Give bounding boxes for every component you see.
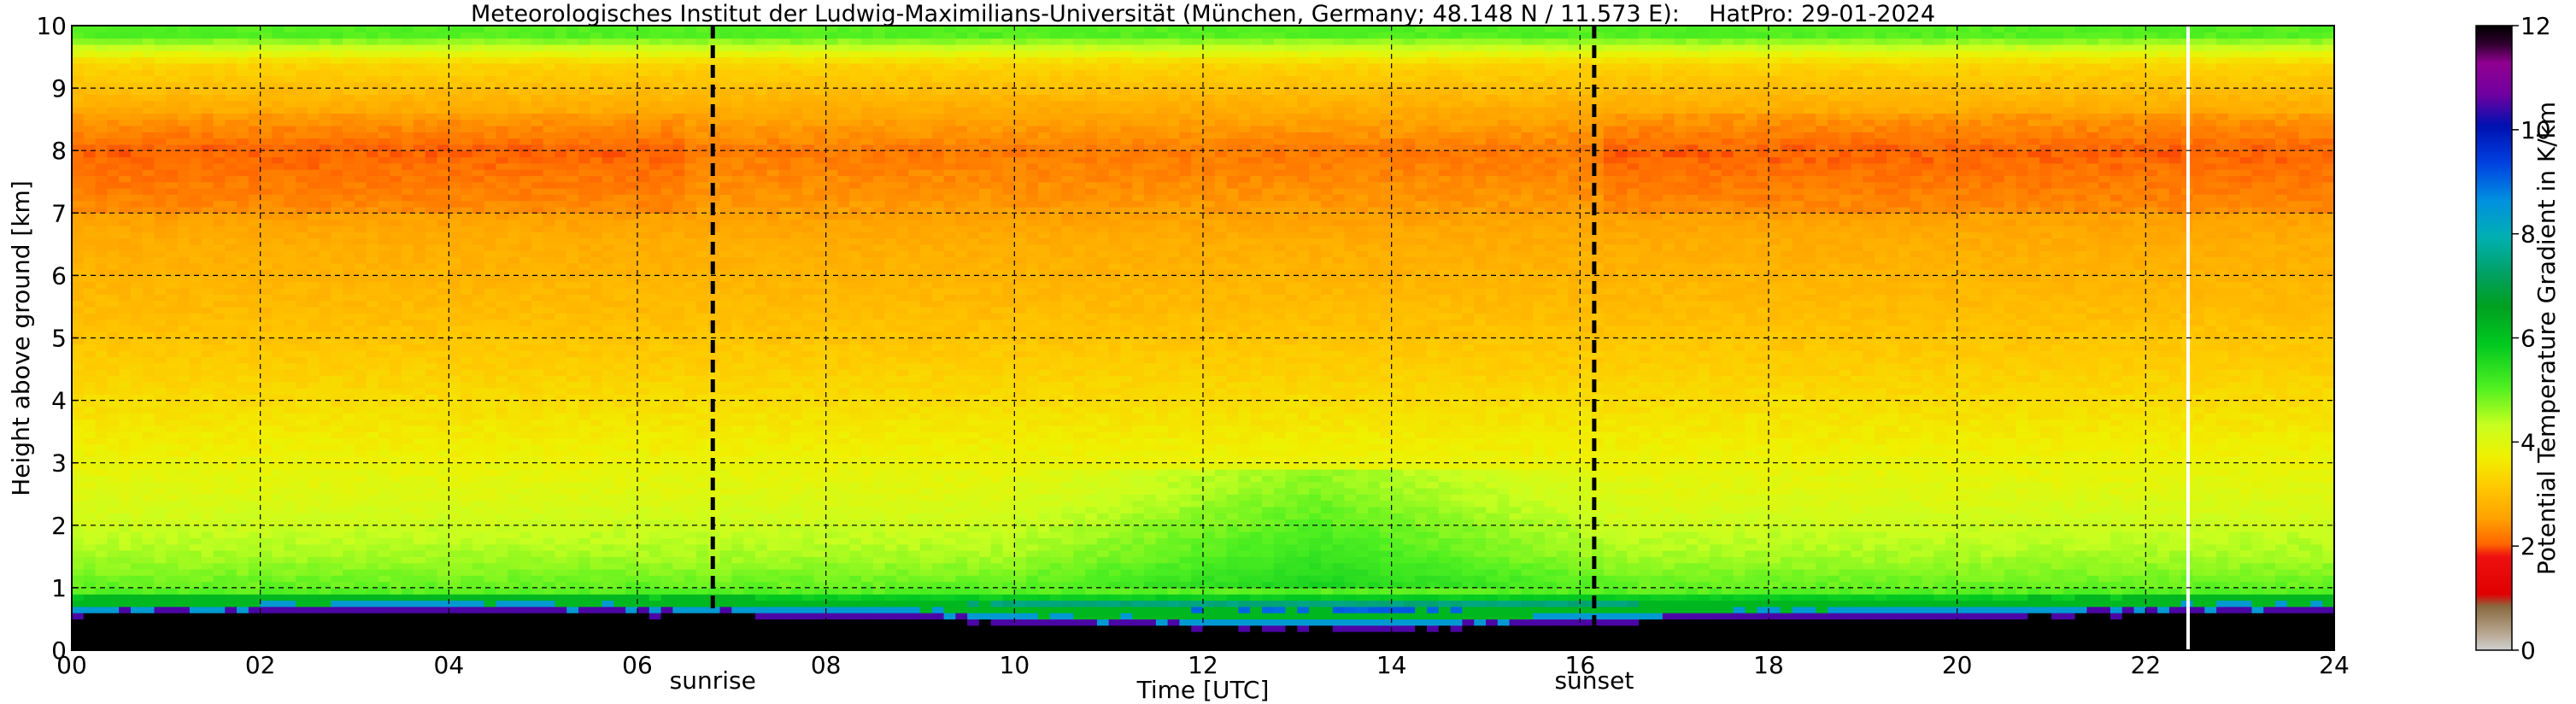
x-tick-label: 14	[1376, 651, 1407, 679]
marker-labels: sunrise sunset	[670, 666, 1634, 695]
colorbar-tick-label: 10	[2520, 116, 2551, 144]
y-tick-label: 9	[51, 74, 67, 103]
y-tick-label: 7	[51, 199, 67, 227]
y-tick-label: 8	[51, 137, 67, 165]
x-tick-label: 18	[1753, 651, 1784, 679]
x-tick-label: 06	[622, 651, 653, 679]
y-tick-label: 5	[51, 325, 67, 353]
colorbar-ticks: 0 2 4 6 8 10 12	[2512, 12, 2551, 665]
y-tick-label: 1	[51, 574, 67, 602]
x-tick-label: 04	[434, 651, 465, 679]
x-tick-label: 08	[811, 651, 842, 679]
marker-lines	[710, 26, 1597, 650]
x-tick-label: 24	[2319, 651, 2350, 679]
y-tick-label: 2	[51, 512, 67, 540]
x-axis-label: Time [UTC]	[1136, 676, 1270, 704]
x-tick-label: 02	[245, 651, 276, 679]
colorbar-tick-label: 4	[2520, 428, 2536, 456]
x-tick-label: 00	[56, 651, 87, 679]
x-tick-label: 20	[1942, 651, 1973, 679]
colorbar-tick-label: 12	[2520, 12, 2551, 40]
y-axis-ticks: 0 1 2 3 4 5 6 7 8 9 10	[36, 12, 79, 665]
y-axis-label: Height above ground [km]	[7, 180, 35, 496]
x-axis-ticks: 00 02 04 06 08 10 12 14 16 18 20 22 24	[56, 643, 2350, 679]
y-tick-label: 6	[51, 261, 67, 290]
colorbar: 0 2 4 6 8 10 12 Potential Temperature Gradient…	[2475, 12, 2561, 665]
x-tick-label: 12	[1188, 651, 1218, 679]
x-tick-label: 10	[1000, 651, 1030, 679]
colorbar-tick-label: 2	[2520, 532, 2536, 560]
x-tick-label: 22	[2131, 651, 2162, 679]
colorbar-scale	[2475, 25, 2513, 651]
y-tick-label: 4	[51, 387, 67, 415]
y-tick-label: 3	[51, 449, 67, 478]
x-tick-label: 16	[1565, 651, 1596, 679]
heatmap	[72, 26, 2334, 650]
sunrise-label: sunrise	[670, 666, 756, 695]
chart-title: Meteorologisches Institut der Ludwig-Max…	[471, 1, 1935, 27]
sunset-label: sunset	[1554, 666, 1634, 695]
y-tick-label: 0	[51, 637, 67, 665]
colorbar-tick-label: 0	[2520, 637, 2536, 665]
colorbar-tick-label: 8	[2520, 220, 2536, 249]
colorbar-label: Potential Temperature Gradient in K/km	[2532, 102, 2561, 575]
y-tick-label: 10	[36, 12, 67, 40]
grid-lines	[72, 26, 2334, 650]
colorbar-tick-label: 6	[2520, 325, 2536, 353]
plot-area	[72, 26, 2334, 650]
